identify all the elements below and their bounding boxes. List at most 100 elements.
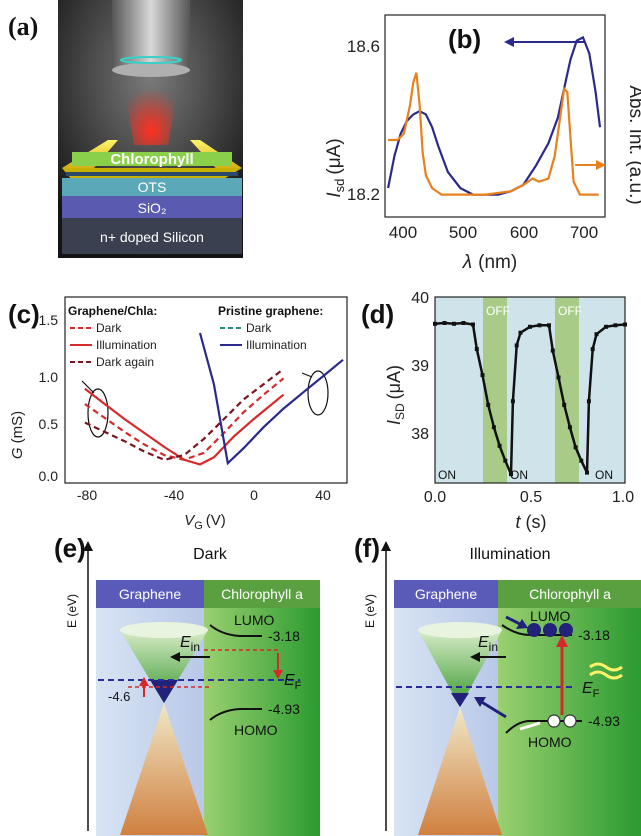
f-electron-1 — [527, 623, 541, 637]
f-ein-sub: in — [489, 640, 498, 654]
d-point — [538, 323, 542, 327]
c-ellipse-right — [308, 371, 328, 415]
d-off-label-1: OFF — [486, 304, 510, 318]
d-point — [519, 331, 523, 335]
e-ef-sub: F — [295, 680, 302, 692]
f-ein-symbol: E — [478, 634, 489, 651]
e-homo-label: HOMO — [234, 722, 278, 738]
d-xtick-1.0: 1.0 — [612, 489, 634, 506]
c-ylabel-unit: (mS) — [9, 411, 26, 444]
b-ytick-18.6: 18.6 — [347, 37, 380, 56]
f-homo-label: HOMO — [528, 734, 572, 750]
e-chla-label: Chlorophyll a — [221, 586, 303, 602]
f-electron-3 — [559, 623, 573, 637]
panel-b-label: (b) — [448, 24, 481, 54]
e-lumo-label: LUMO — [234, 612, 275, 628]
c-xlabel-unit: (V) — [206, 512, 226, 529]
d-point — [528, 325, 532, 329]
c-ytick-0.5: 0.5 — [39, 416, 59, 432]
c-legend-pdark: Dark — [246, 321, 272, 335]
d-point — [503, 459, 507, 463]
d-point — [515, 343, 519, 347]
panel-d: (d) ISD (μA) 40 39 38 0.0 0.5 1.0 t (s) ON… — [355, 285, 641, 535]
c-series-1 — [85, 389, 284, 465]
e-homo-value: -4.93 — [268, 701, 300, 717]
c-legend-darkagain: Dark again — [96, 355, 154, 369]
c-legend-right-title: Pristine graphene: — [218, 304, 323, 318]
panel-e-label: (e) — [54, 535, 86, 563]
c-xlabel-sub: G — [194, 520, 203, 532]
panel-a: (a) Chlorophyll O — [0, 0, 300, 260]
e-dirac-value: -4.6 — [108, 689, 130, 704]
svg-text:VG(V): VG (V) — [184, 512, 226, 532]
c-xtick-40: 40 — [315, 487, 331, 503]
svg-text:λ(nm): λ (nm) — [462, 252, 517, 273]
layer-chlorophyll: Chlorophyll — [110, 151, 193, 168]
device-schematic: Chlorophyll OTS SiO₂ n+ doped Silicon — [0, 0, 300, 260]
d-point — [623, 323, 627, 327]
d-point — [433, 322, 437, 326]
d-ytick-39: 39 — [411, 358, 429, 375]
b-xtick-400: 400 — [389, 223, 417, 242]
conductance-chart: (c) G (mS) 1.5 1.0 0.5 0.0 -80 -40 0 40 V… — [0, 285, 355, 535]
d-point — [498, 444, 502, 448]
band-diagram-dark: (e) Dark E (eV) Graphene Chlorophyll a L… — [0, 535, 320, 836]
d-point — [587, 399, 591, 403]
panel-b: (b) Isd (μA) Abs. Int. (a.u.) 18.6 18.2 4… — [300, 0, 641, 290]
c-series-4 — [200, 333, 343, 463]
d-point — [557, 375, 561, 379]
d-point — [568, 425, 572, 429]
d-ytick-40: 40 — [411, 290, 429, 307]
panel-f: (f) Illumination E (eV) Graphene Chlorop… — [320, 535, 641, 836]
d-point — [443, 321, 447, 325]
d-point — [562, 403, 566, 407]
d-point — [462, 321, 466, 325]
absorption-chart: (b) Isd (μA) Abs. Int. (a.u.) 18.6 18.2 4… — [300, 0, 641, 290]
panel-f-label: (f) — [354, 535, 380, 563]
d-ytick-38: 38 — [411, 426, 429, 443]
layer-ots: OTS — [138, 179, 167, 195]
d-off-label-2: OFF — [558, 304, 582, 318]
panel-c: (c) G (mS) 1.5 1.0 0.5 0.0 -80 -40 0 40 V… — [0, 285, 355, 535]
d-xtick-0.5: 0.5 — [520, 489, 542, 506]
d-xlabel-unit: (s) — [526, 512, 547, 532]
b-xlabel-unit: (nm) — [478, 252, 517, 273]
svg-text:t(s): t (s) — [515, 512, 546, 532]
e-ein-sub: in — [191, 640, 200, 654]
d-point — [614, 323, 618, 327]
f-electron-2 — [543, 623, 557, 637]
d-point — [595, 332, 599, 336]
d-point — [574, 445, 578, 449]
f-graphene-label: Graphene — [415, 586, 477, 602]
d-on-label-1: ON — [438, 468, 456, 482]
f-ef-sub: F — [593, 688, 600, 700]
panel-c-label: (c) — [8, 299, 40, 329]
b-series-1 — [388, 73, 599, 195]
e-lumo-value: -3.18 — [268, 628, 300, 644]
d-point — [604, 325, 608, 329]
e-ef-symbol: E — [284, 672, 295, 689]
e-graphene-label: Graphene — [119, 586, 181, 602]
c-legend-dark: Dark — [96, 321, 122, 335]
d-point — [452, 322, 456, 326]
c-xtick-neg80: -80 — [77, 487, 97, 503]
c-legend-pillum: Illumination — [246, 338, 307, 352]
d-point — [579, 459, 583, 463]
f-lumo-value: -3.18 — [578, 627, 610, 643]
d-point — [492, 425, 496, 429]
f-axis-label: E (eV) — [363, 594, 377, 628]
b-xlabel-symbol: λ — [462, 252, 472, 273]
d-point — [509, 472, 513, 476]
b-xtick-500: 500 — [449, 223, 477, 242]
b-ytick-18.2: 18.2 — [347, 185, 380, 204]
b-xtick-700: 700 — [570, 223, 598, 242]
svg-text:Isd(μA): Isd(μA) — [324, 138, 347, 197]
c-series-2 — [85, 369, 284, 460]
f-hole-2 — [564, 715, 576, 727]
f-ef-symbol: E — [582, 680, 593, 697]
d-point — [551, 349, 555, 353]
band-diagram-illumination: (f) Illumination E (eV) Graphene Chlorop… — [320, 535, 641, 836]
e-ein-symbol: E — [180, 634, 191, 651]
c-legend-left-title: Graphene/Chla: — [68, 304, 157, 318]
d-on-label-3: ON — [595, 468, 613, 482]
